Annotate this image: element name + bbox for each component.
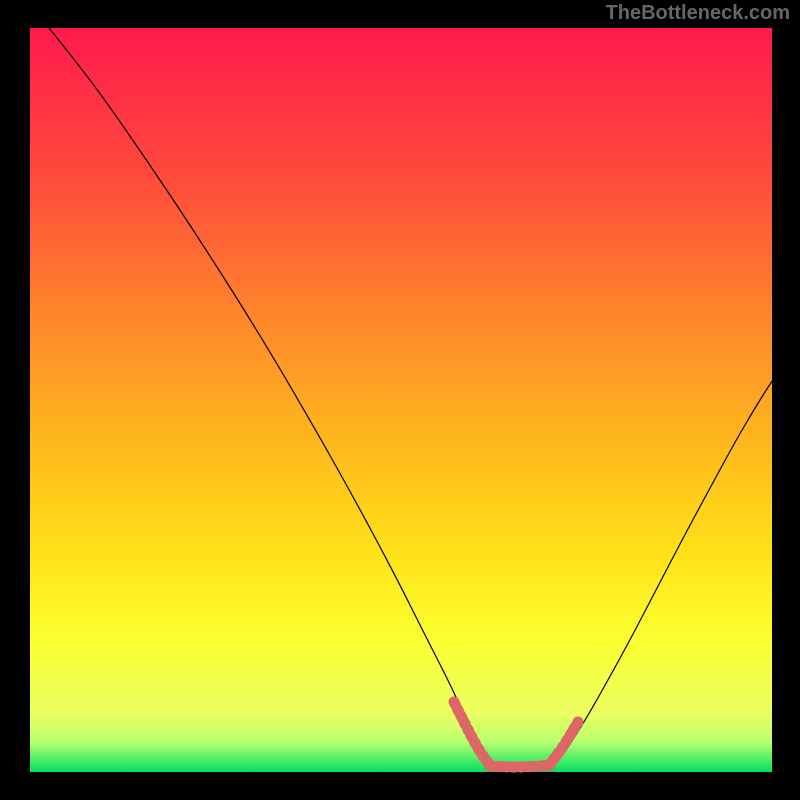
chart-svg <box>0 0 800 800</box>
watermark-text: TheBottleneck.com <box>606 2 790 25</box>
marker-segment-left <box>454 702 489 764</box>
right-curve-line <box>552 377 775 766</box>
left-curve-line <box>30 5 486 766</box>
marker-segment-flat <box>490 765 550 767</box>
marker-segment-right <box>548 722 578 766</box>
